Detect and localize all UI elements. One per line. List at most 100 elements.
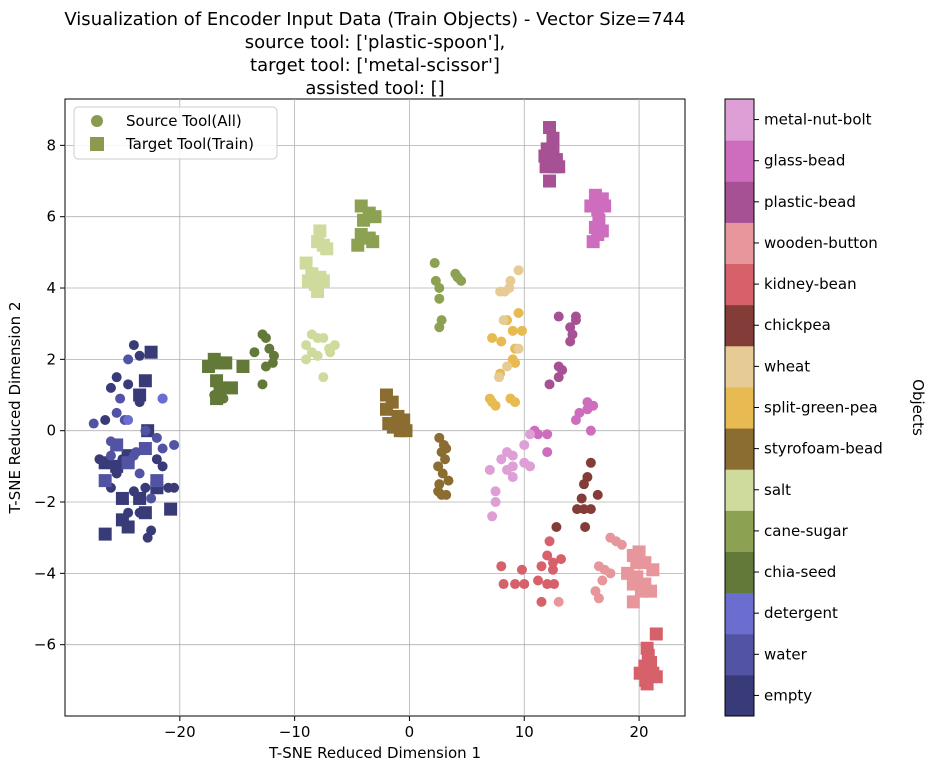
data-point-circle-kidney-bean [556, 554, 566, 565]
data-point-square-salt [320, 242, 334, 256]
data-point-circle-chia-seed [257, 379, 268, 390]
data-point-circle-kidney-bean [519, 579, 530, 590]
data-point-square-empty [138, 374, 152, 388]
data-point-circle-glass-bead [582, 404, 593, 415]
data-point-circle-cane-sugar [434, 283, 445, 294]
data-point-square-empty [115, 513, 129, 527]
data-point-circle-split-green-pea [496, 336, 507, 347]
y-tick-label: 4 [46, 279, 56, 297]
colorbar-label: wooden-button [764, 234, 878, 252]
data-point-circle-chia-seed [260, 332, 271, 343]
data-point-circle-chickpea [578, 479, 589, 490]
data-point-circle-glass-bead [533, 429, 544, 440]
data-point-square-wooden-button [646, 563, 660, 577]
data-point-circle-water [105, 450, 116, 461]
data-point-square-plastic-bead [546, 131, 560, 145]
data-point-square-cane-sugar [351, 238, 365, 252]
colorbar-label: styrofoam-bead [764, 440, 883, 458]
data-point-circle-salt [325, 347, 336, 358]
data-point-circle-styrofoam-bead [441, 489, 452, 500]
colorbar: empty water detergent chia-seed cane-sugar sa… [724, 98, 927, 717]
data-point-circle-styrofoam-bead [433, 461, 444, 472]
data-point-circle-chia-seed [249, 347, 260, 358]
data-point-square-chia-seed [224, 381, 238, 395]
data-point-circle-styrofoam-bead [443, 475, 454, 486]
colorbar-swatch-plastic-bead [725, 181, 754, 223]
data-point-circle-water [131, 447, 142, 458]
data-point-circle-chickpea [585, 504, 596, 515]
data-point-circle-empty [169, 482, 180, 493]
data-point-square-empty [133, 388, 147, 402]
data-point-square-plastic-bead [543, 174, 557, 188]
data-point-circle-kidney-bean [547, 557, 558, 568]
data-point-circle-kidney-bean [547, 564, 558, 575]
colorbar-label: plastic-bead [764, 193, 856, 211]
data-point-circle-kidney-bean [544, 536, 555, 547]
data-point-circle-metal-nut-bolt [487, 511, 498, 522]
data-point-circle-kidney-bean [496, 561, 507, 572]
colorbar-label: chickpea [764, 316, 831, 334]
data-point-circle-chickpea [551, 521, 562, 532]
data-point-circle-salt [301, 354, 312, 365]
colorbar-swatch-empty [725, 674, 754, 717]
data-point-circle-wooden-button [616, 539, 627, 550]
data-point-circle-water [123, 354, 134, 365]
data-point-circle-empty [142, 532, 153, 543]
y-tick-label: −6 [34, 636, 56, 654]
data-point-circle-metal-nut-bolt [507, 472, 518, 483]
data-point-circle-empty [134, 350, 145, 361]
data-point-circle-chickpea [585, 457, 596, 468]
data-point-square-styrofoam-bead [397, 413, 411, 427]
data-point-circle-chickpea [592, 489, 603, 500]
colorbar-swatch-water [725, 633, 754, 676]
data-point-square-empty [138, 506, 152, 520]
data-point-square-water [98, 474, 112, 488]
legend: Source Tool(All) Target Tool(Train) [73, 106, 278, 160]
data-point-circle-split-green-pea [510, 397, 521, 408]
data-point-square-styrofoam-bead [385, 395, 399, 409]
data-point-circle-cane-sugar [456, 275, 467, 286]
colorbar-label: glass-bead [764, 152, 845, 170]
data-point-square-empty [110, 459, 124, 473]
colorbar-swatch-styrofoam-bead [725, 428, 754, 470]
data-point-circle-water [134, 468, 145, 479]
data-point-square-salt [301, 274, 315, 288]
data-point-circle-empty [151, 454, 162, 465]
x-axis-label: T-SNE Reduced Dimension 1 [268, 744, 481, 762]
data-point-circle-chickpea [572, 504, 583, 515]
data-point-square-glass-bead [591, 228, 605, 242]
data-point-circle-split-green-pea [507, 325, 518, 336]
data-point-circle-wheat [494, 372, 504, 383]
data-point-circle-empty [100, 414, 111, 425]
data-point-square-chia-seed [219, 356, 233, 370]
data-point-circle-wooden-button [593, 593, 604, 604]
data-point-circle-metal-nut-bolt [525, 429, 535, 440]
data-point-circle-split-green-pea [490, 400, 501, 411]
data-point-circle-empty [140, 482, 151, 493]
data-point-circle-empty [157, 461, 168, 472]
colorbar-swatch-metal-nut-bolt [725, 99, 754, 141]
y-tick-label: 8 [46, 136, 56, 154]
data-point-square-plastic-bead [538, 149, 552, 163]
data-point-circle-salt [318, 372, 329, 383]
y-tick-label: 6 [46, 208, 56, 226]
data-point-square-empty [133, 491, 147, 505]
data-point-circle-wheat [498, 315, 509, 326]
data-point-circle-kidney-bean [516, 564, 527, 575]
data-point-circle-wheat [513, 343, 524, 354]
x-tick-label: 0 [405, 723, 415, 741]
data-point-circle-styrofoam-bead [434, 432, 445, 443]
colorbar-title: Objects [909, 379, 927, 436]
y-tick-label: −4 [34, 564, 56, 582]
colorbar-swatch-chia-seed [725, 551, 754, 594]
legend-label: Target Tool(Train) [125, 135, 254, 153]
data-point-square-glass-bead [598, 199, 612, 213]
data-point-circle-plastic-bead [553, 372, 564, 383]
data-point-circle-wooden-button [605, 568, 616, 579]
title-line: source tool: ['plastic-spoon'], [245, 32, 506, 53]
colorbar-label: split-green-pea [764, 399, 878, 417]
colorbar-label: salt [764, 481, 791, 499]
data-point-circle-chickpea [578, 504, 589, 515]
data-point-circle-split-green-pea [516, 325, 527, 336]
